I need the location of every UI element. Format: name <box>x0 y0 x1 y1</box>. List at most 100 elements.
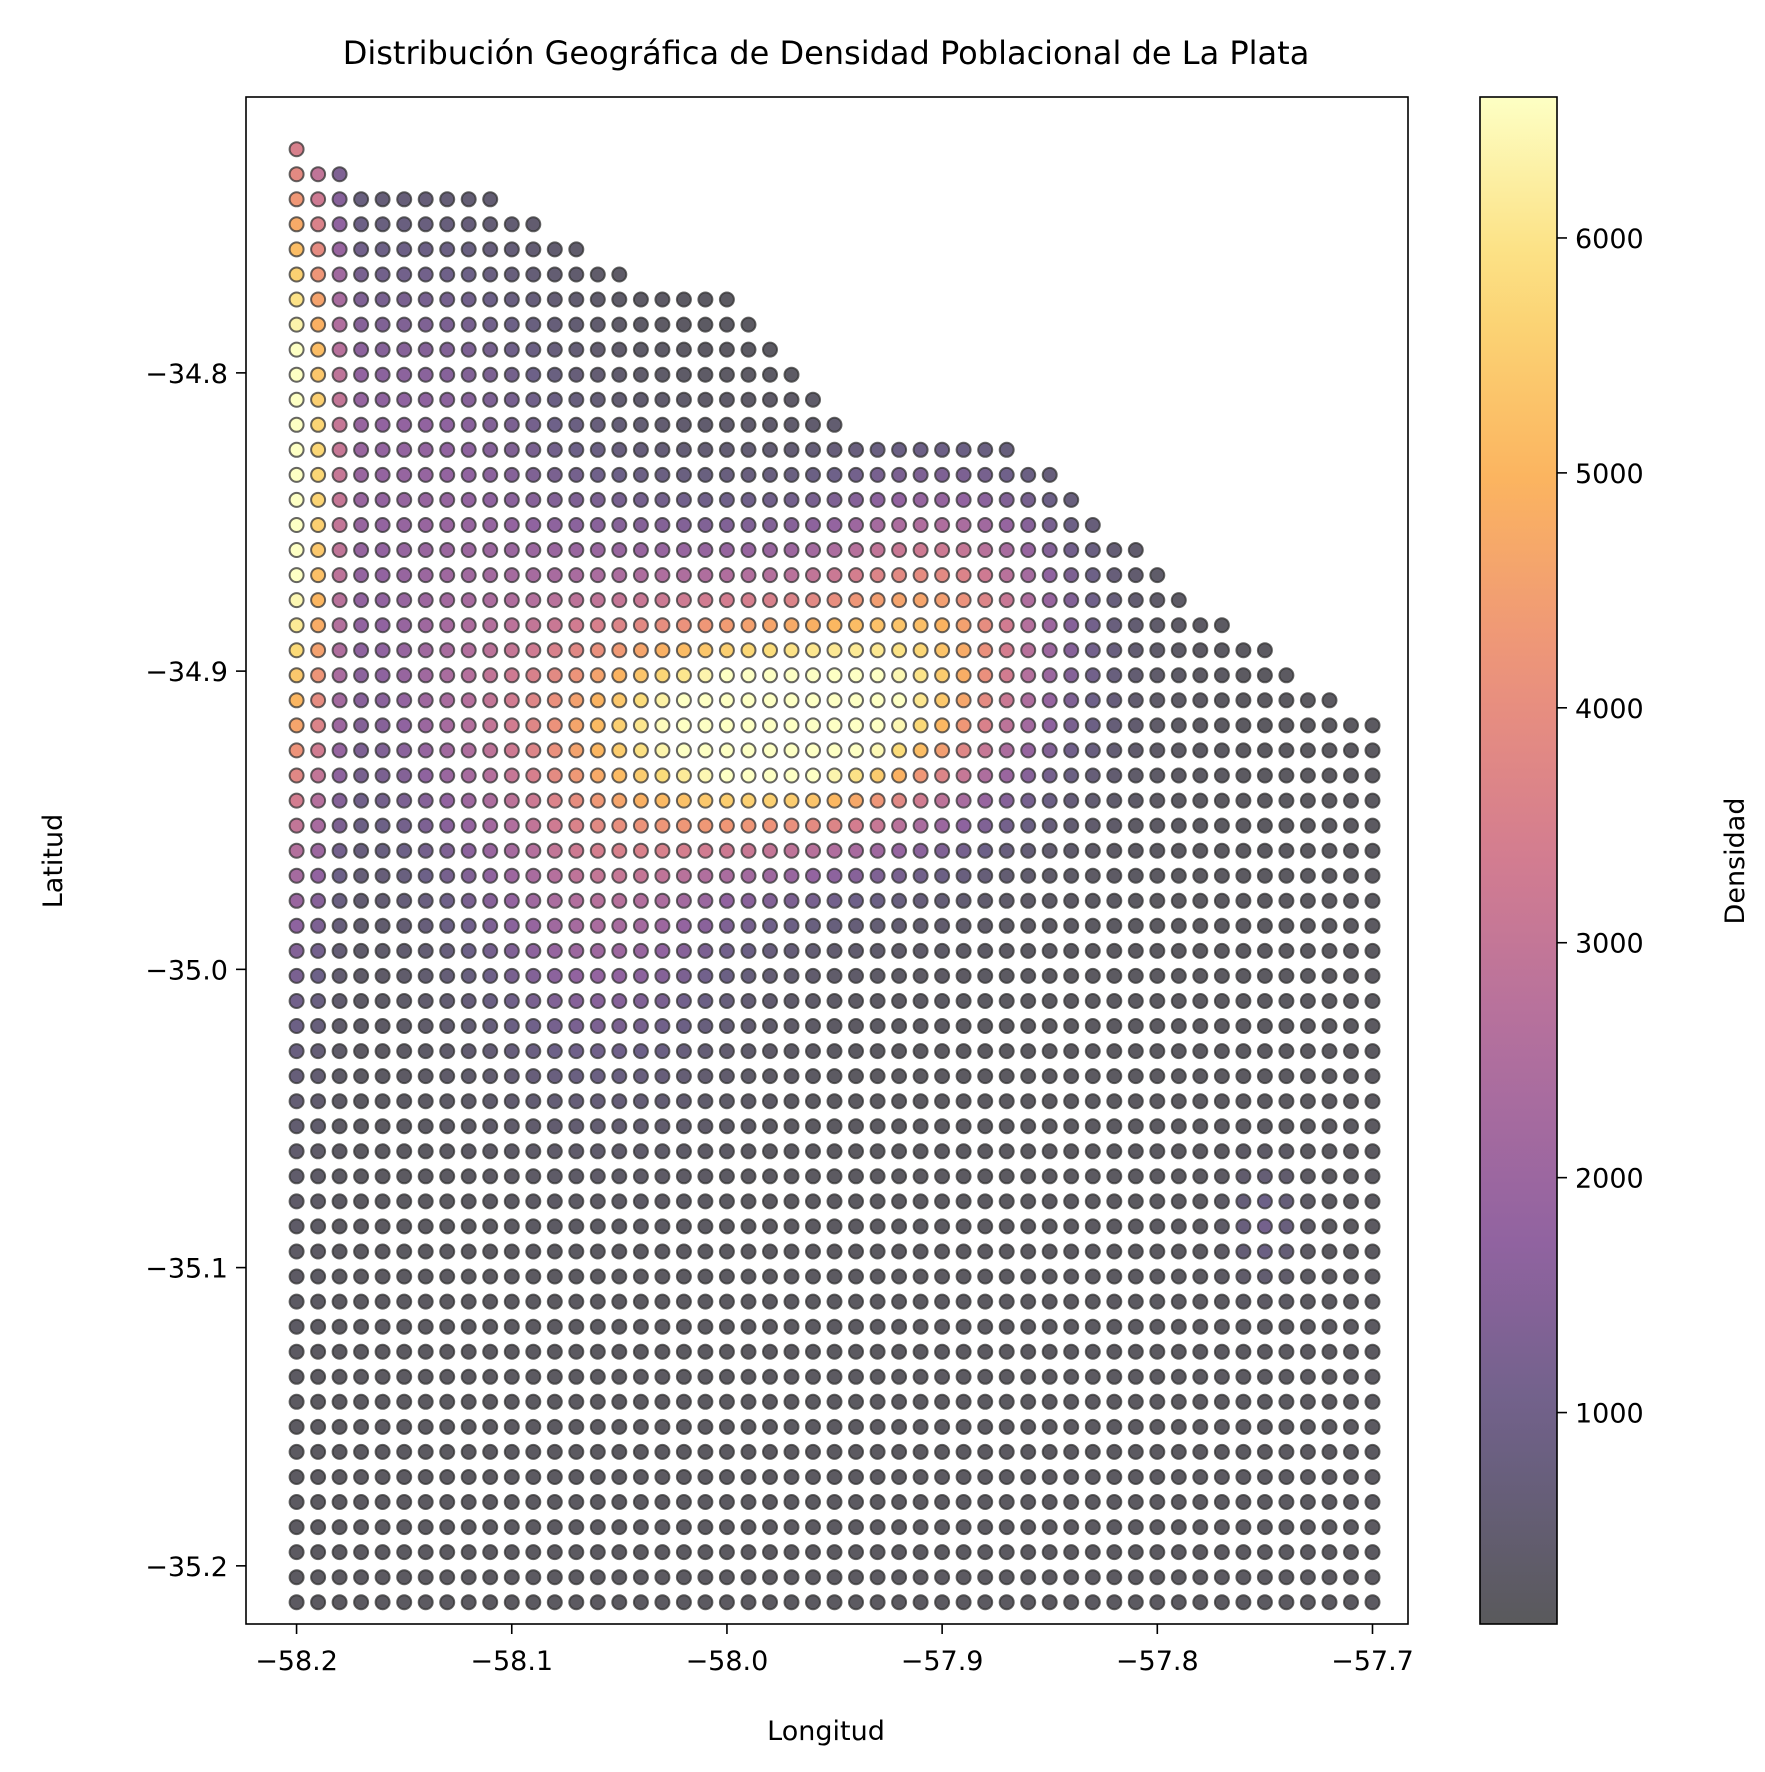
scatter-point <box>611 391 628 408</box>
scatter-point <box>417 1569 434 1586</box>
scatter-point <box>331 993 348 1009</box>
scatter-point <box>1364 1093 1381 1110</box>
scatter-point <box>675 542 692 558</box>
scatter-point <box>632 742 649 759</box>
scatter-point <box>1063 1268 1080 1285</box>
scatter-point <box>568 1243 585 1260</box>
scatter-point <box>1278 1418 1295 1435</box>
scatter-point <box>568 993 585 1009</box>
scatter-point <box>374 617 391 634</box>
scatter-point <box>589 1594 606 1611</box>
scatter-point <box>546 466 563 483</box>
scatter-point <box>740 617 757 634</box>
scatter-point <box>1213 1418 1230 1435</box>
scatter-point <box>525 742 542 759</box>
scatter-point <box>503 466 520 483</box>
scatter-point <box>460 1118 477 1135</box>
scatter-point <box>654 1594 671 1611</box>
scatter-point <box>396 316 413 333</box>
scatter-point <box>353 1043 370 1060</box>
scatter-point <box>439 1268 456 1285</box>
scatter-point <box>568 842 585 859</box>
scatter-point <box>482 792 499 809</box>
scatter-point <box>439 491 456 508</box>
scatter-point <box>869 491 886 508</box>
scatter-point <box>977 1018 994 1034</box>
scatter-point <box>762 1168 778 1185</box>
scatter-point <box>740 1143 757 1160</box>
scatter-point <box>546 291 563 308</box>
scatter-point <box>1084 1243 1101 1260</box>
scatter-point <box>460 1068 477 1085</box>
scatter-point <box>1106 1093 1123 1110</box>
scatter-point <box>977 1043 994 1060</box>
scatter-point <box>1020 1443 1037 1460</box>
scatter-point <box>718 1293 735 1310</box>
scatter-point <box>762 742 778 759</box>
scatter-point <box>955 1494 972 1510</box>
scatter-point <box>417 391 434 408</box>
scatter-point <box>439 1018 456 1034</box>
scatter-point <box>654 1519 671 1536</box>
scatter-point <box>1343 1469 1359 1485</box>
scatter-point <box>611 1368 628 1385</box>
scatter-point <box>439 1594 456 1611</box>
scatter-point <box>546 341 563 358</box>
scatter-point <box>1364 967 1381 984</box>
scatter-point <box>912 542 929 558</box>
scatter-point <box>912 993 929 1009</box>
scatter-point <box>1256 1243 1273 1260</box>
scatter-point <box>546 1218 563 1235</box>
scatter-point <box>568 617 585 634</box>
scatter-point <box>439 917 456 934</box>
scatter-point <box>934 567 951 584</box>
scatter-point <box>611 967 628 984</box>
scatter-point <box>353 1519 370 1536</box>
scatter-point <box>891 1318 908 1335</box>
scatter-point <box>977 742 994 759</box>
scatter-point <box>697 1068 714 1085</box>
scatter-point <box>869 1293 886 1310</box>
scatter-point <box>805 1469 821 1485</box>
scatter-point <box>374 241 391 258</box>
scatter-point <box>331 1469 348 1485</box>
scatter-point <box>826 1218 843 1235</box>
scatter-point <box>848 1093 864 1110</box>
scatter-point <box>310 1168 327 1185</box>
scatter-point <box>568 366 585 383</box>
scatter-point <box>740 1018 757 1034</box>
scatter-point <box>955 993 972 1009</box>
scatter-point <box>1343 767 1359 784</box>
scatter-point <box>1364 1143 1381 1160</box>
scatter-point <box>374 967 391 984</box>
scatter-point <box>934 1318 951 1335</box>
scatter-point <box>396 1569 413 1586</box>
scatter-point <box>482 892 499 909</box>
scatter-point <box>848 1193 864 1210</box>
scatter-point <box>697 1418 714 1435</box>
scatter-point <box>934 1544 951 1561</box>
scatter-point <box>589 717 606 734</box>
scatter-point <box>1020 1018 1037 1034</box>
scatter-point <box>568 742 585 759</box>
scatter-point <box>697 1218 714 1235</box>
scatter-point <box>589 817 606 834</box>
scatter-point <box>503 792 520 809</box>
scatter-point <box>1213 1018 1230 1034</box>
scatter-point <box>417 1443 434 1460</box>
scatter-point <box>1106 1068 1123 1085</box>
scatter-point <box>288 366 305 383</box>
scatter-point <box>1213 867 1230 884</box>
scatter-point <box>1127 842 1144 859</box>
scatter-point <box>740 542 757 558</box>
scatter-point <box>439 667 456 684</box>
scatter-point <box>977 1168 994 1185</box>
scatter-point <box>1041 692 1058 709</box>
scatter-point <box>331 1243 348 1260</box>
scatter-point <box>310 1519 327 1536</box>
scatter-point <box>848 441 864 458</box>
scatter-point <box>1084 993 1101 1009</box>
scatter-point <box>374 1218 391 1235</box>
scatter-point <box>955 592 972 609</box>
scatter-point <box>417 1143 434 1160</box>
